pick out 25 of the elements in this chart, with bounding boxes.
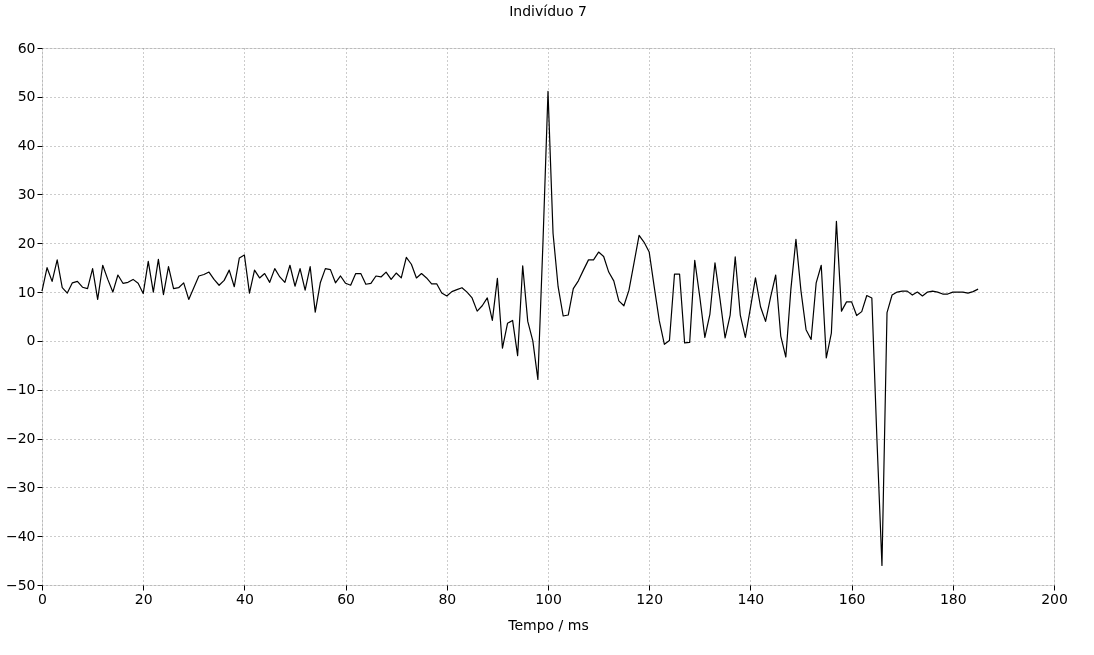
x-tick-label: 100 xyxy=(535,590,562,607)
y-tick-label: 40 xyxy=(17,137,36,154)
x-tick-label: 200 xyxy=(1041,590,1068,607)
y-tick-label: 0 xyxy=(26,332,36,349)
y-tick-label: 10 xyxy=(17,283,36,300)
x-tick-label: 60 xyxy=(337,590,356,607)
y-tick-label: 30 xyxy=(17,185,36,202)
y-tick-label: −20 xyxy=(5,430,36,447)
y-tick-label: −10 xyxy=(5,381,36,398)
chart-title: Indivíduo 7 xyxy=(509,3,587,19)
x-tick-label: 0 xyxy=(38,590,47,607)
x-tick-label: 140 xyxy=(737,590,765,607)
x-tick-label: 80 xyxy=(438,590,457,607)
x-tick-label: 40 xyxy=(235,590,254,607)
x-tick-label: 20 xyxy=(134,590,153,607)
y-tick-label: 50 xyxy=(17,88,36,105)
y-tick-label: −40 xyxy=(5,527,36,544)
x-tick-label: 160 xyxy=(838,590,866,607)
y-tick-label: 20 xyxy=(17,234,36,251)
x-tick-label: 120 xyxy=(636,590,664,607)
y-tick-label: 60 xyxy=(17,39,36,56)
y-tick-label: −50 xyxy=(5,576,36,593)
y-tick-label: −30 xyxy=(5,478,36,495)
x-tick-label: 180 xyxy=(939,590,967,607)
x-axis-title: Tempo / ms xyxy=(507,616,589,633)
